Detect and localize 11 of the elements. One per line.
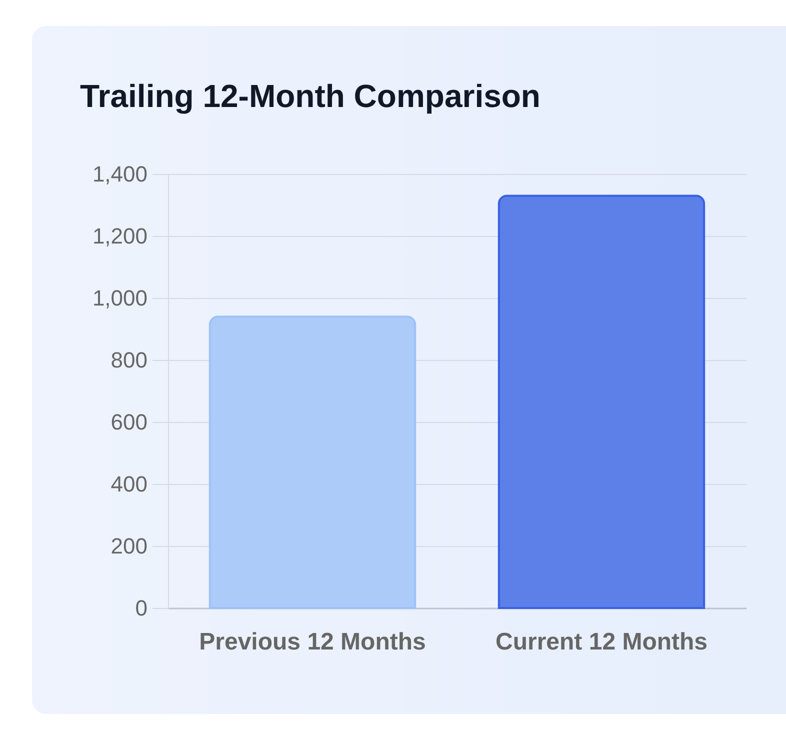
y-tick-label: 1,200 (92, 224, 148, 248)
y-tick-label: 0 (135, 596, 148, 620)
x-tick-label: Current 12 Months (495, 628, 708, 656)
y-tick-label: 1,400 (92, 162, 148, 186)
y-tick-label: 200 (110, 534, 148, 558)
x-tick-label: Previous 12 Months (199, 628, 426, 656)
y-tick-label: 600 (110, 410, 148, 434)
y-tick-label: 1,000 (92, 286, 148, 310)
y-tick-label: 800 (110, 348, 148, 372)
chart-title: Trailing 12-Month Comparison (80, 78, 540, 114)
y-tick-label: 400 (110, 472, 148, 496)
